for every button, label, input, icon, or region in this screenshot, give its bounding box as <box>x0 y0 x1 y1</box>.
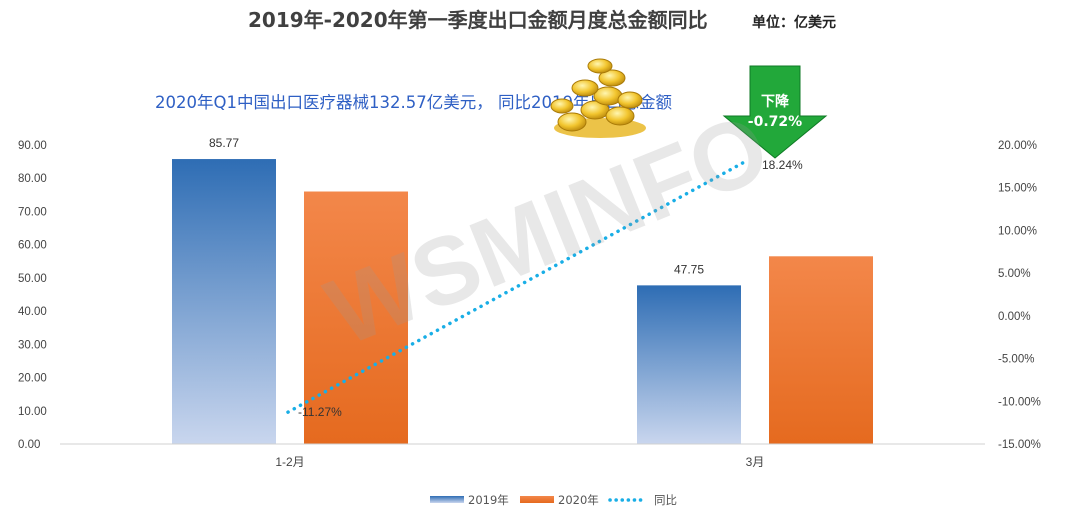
y-right-tick-label: 0.00% <box>998 311 1031 323</box>
x-tick-label: 3月 <box>746 455 765 469</box>
yoy-data-label: 18.24% <box>762 158 803 172</box>
y-right-tick-label: -15.00% <box>998 439 1041 451</box>
yoy-data-label: -11.27% <box>298 405 342 419</box>
chart-title: 2019年-2020年第一季度出口金额月度总金额同比 <box>248 8 708 32</box>
y-right-tick-label: 10.00% <box>998 225 1037 237</box>
callout-line2: -0.72% <box>748 114 802 130</box>
bar-2019年-3月 <box>637 285 741 444</box>
y-left-tick-label: 30.00 <box>18 339 47 351</box>
y-right-tick-label: -5.00% <box>998 354 1034 366</box>
legend-swatch <box>520 496 554 503</box>
account-name: 维斯马 <box>982 456 1042 480</box>
bar-data-label: 47.75 <box>674 262 704 276</box>
y-left-tick-label: 60.00 <box>18 240 47 252</box>
yoy-line-group <box>286 158 750 414</box>
y-axis-right: -15.00% -10.00% -5.00% 0.00% 5.00% 10.00% 15.0… <box>998 140 1041 451</box>
callout-line1: 下降 <box>761 93 790 110</box>
y-right-tick-label: 20.00% <box>998 140 1037 152</box>
yoy-line <box>286 158 750 414</box>
y-left-tick-label: 90.00 <box>18 140 47 152</box>
x-tick-label: 1-2月 <box>275 455 304 469</box>
data-labels-group: 85.77 47.75 -11.27% 18.24% <box>209 136 803 419</box>
unit-label: 单位：亿美元 <box>752 14 836 31</box>
bar-2019年-1-2月 <box>172 159 276 445</box>
legend: 2019年 2020年 同比 <box>430 493 677 507</box>
legend-label: 2019年 <box>468 493 509 507</box>
y-left-tick-label: 20.00 <box>18 373 47 385</box>
x-axis-labels: 1-2月 3月 <box>275 455 764 469</box>
legend-swatch <box>430 496 464 503</box>
y-left-tick-label: 50.00 <box>18 273 47 285</box>
y-axis-left: 0.00 10.00 20.00 30.00 40.00 50.00 60.00 70.00 8… <box>18 140 47 451</box>
y-left-tick-label: 80.00 <box>18 173 47 185</box>
bars-group <box>172 159 873 445</box>
legend-label: 2020年 <box>558 493 599 507</box>
y-right-tick-label: 5.00% <box>998 268 1031 280</box>
y-right-tick-label: 15.00% <box>998 183 1037 195</box>
down-arrow-icon <box>722 65 828 159</box>
y-left-tick-label: 40.00 <box>18 306 47 318</box>
account-badge: 维斯马 <box>930 448 1042 482</box>
wechat-icon <box>930 448 972 482</box>
decline-callout: 下降 -0.72% <box>722 65 828 159</box>
legend-label: 同比 <box>654 493 677 507</box>
gold-coins-icon <box>550 58 646 138</box>
bar-2020年-1-2月 <box>304 191 408 444</box>
bar-data-label: 85.77 <box>209 136 239 150</box>
bar-2020年-3月 <box>769 256 873 444</box>
y-left-tick-label: 10.00 <box>18 406 47 418</box>
chart-subtitle: 2020年Q1中国出口医疗器械132.57亿美元， 同比2019年出口总金额 <box>155 93 672 112</box>
y-left-tick-label: 70.00 <box>18 206 47 218</box>
y-left-tick-label: 0.00 <box>18 439 40 451</box>
y-right-tick-label: -10.00% <box>998 396 1041 408</box>
